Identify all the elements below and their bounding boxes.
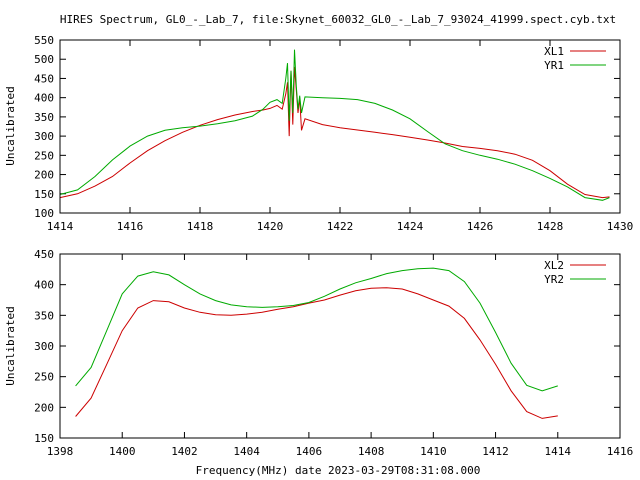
y-tick-label: 400	[34, 279, 54, 292]
x-tick-label: 1412	[482, 445, 509, 458]
x-tick-label: 1400	[109, 445, 136, 458]
x-tick-label: 1416	[607, 445, 634, 458]
legend-label-yr2: YR2	[544, 273, 564, 286]
x-tick-label: 1414	[47, 220, 74, 233]
y-tick-label: 150	[34, 432, 54, 445]
y-tick-label: 450	[34, 248, 54, 261]
y-tick-label: 450	[34, 72, 54, 85]
legend-label-xl2: XL2	[544, 259, 564, 272]
x-tick-label: 1418	[187, 220, 214, 233]
y-tick-label: 550	[34, 34, 54, 47]
x-tick-label: 1428	[537, 220, 564, 233]
y-tick-label: 350	[34, 111, 54, 124]
x-tick-label: 1408	[358, 445, 385, 458]
y-tick-label: 150	[34, 188, 54, 201]
series-line-yr2	[75, 267, 558, 392]
top-spectrum-panel: 1414 1416 1418 1420 1422 1424 1426 1428 1430 100 1…	[4, 34, 633, 233]
y-tick-label: 400	[34, 92, 54, 105]
x-tick-label: 1410	[420, 445, 447, 458]
plot-frame	[59, 39, 621, 214]
x-tick-label: 1416	[117, 220, 144, 233]
y-tick-label: 500	[34, 53, 54, 66]
x-tick-label: 1430	[607, 220, 634, 233]
x-tick-label: 1406	[296, 445, 323, 458]
x-tick-label: 1422	[327, 220, 354, 233]
x-tick-label: 1426	[467, 220, 494, 233]
x-tick-label: 1404	[233, 445, 260, 458]
y-tick-label: 200	[34, 401, 54, 414]
y-tick-label: 250	[34, 371, 54, 384]
y-tick-label: 200	[34, 169, 54, 182]
x-tick-label: 1424	[397, 220, 424, 233]
series-line-yr1	[59, 49, 610, 201]
x-tick-label: 1402	[171, 445, 198, 458]
y-axis-label: Uncalibrated	[4, 306, 17, 385]
y-tick-label: 300	[34, 130, 54, 143]
y-tick-label: 250	[34, 149, 54, 162]
y-axis-label: Uncalibrated	[4, 86, 17, 165]
legend-label-xl1: XL1	[544, 45, 564, 58]
series-line-xl2	[75, 287, 558, 419]
y-tick-label: 300	[34, 340, 54, 353]
legend-label-yr1: YR1	[544, 59, 564, 72]
x-tick-label: 1414	[545, 445, 572, 458]
x-tick-label: 1398	[47, 445, 74, 458]
y-tick-label: 100	[34, 207, 54, 220]
x-tick-label: 1420	[257, 220, 284, 233]
y-tick-label: 350	[34, 309, 54, 322]
figure-title: HIRES Spectrum, GL0_-_Lab_7, file:Skynet…	[60, 13, 616, 26]
series-line-xl1	[59, 66, 610, 199]
plot-frame	[59, 253, 621, 439]
bottom-spectrum-panel: 1398 1400 1402 1404 1406 1408 1410 1412 1414 1416…	[4, 248, 633, 458]
x-axis-label: Frequency(MHz) date 2023-03-29T08:31:08.…	[196, 464, 481, 477]
